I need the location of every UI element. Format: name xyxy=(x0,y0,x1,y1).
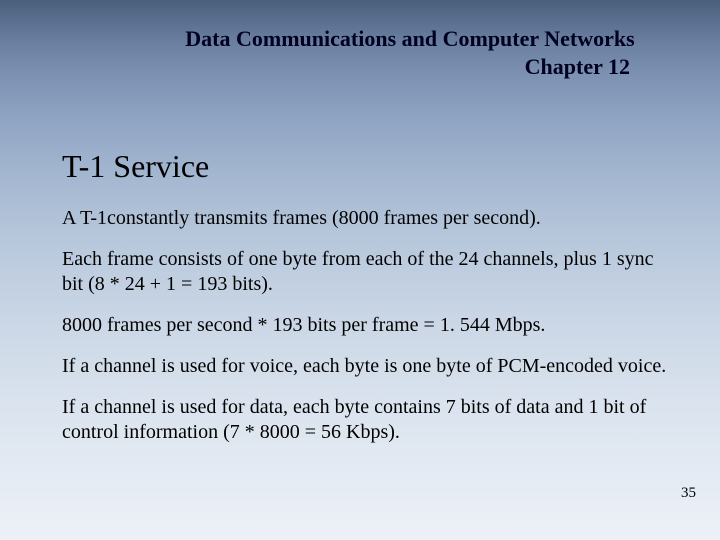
slide-content: A T-1constantly transmits frames (8000 f… xyxy=(62,206,672,461)
chapter-label: Chapter 12 xyxy=(100,54,720,80)
section-title: T-1 Service xyxy=(62,148,209,185)
slide-header: Data Communications and Computer Network… xyxy=(0,26,720,80)
course-title: Data Communications and Computer Network… xyxy=(100,26,720,52)
paragraph: 8000 frames per second * 193 bits per fr… xyxy=(62,313,672,338)
paragraph: Each frame consists of one byte from eac… xyxy=(62,247,672,297)
paragraph: If a channel is used for voice, each byt… xyxy=(62,354,672,379)
paragraph: A T-1constantly transmits frames (8000 f… xyxy=(62,206,672,231)
paragraph: If a channel is used for data, each byte… xyxy=(62,395,672,445)
page-number: 35 xyxy=(681,485,696,502)
